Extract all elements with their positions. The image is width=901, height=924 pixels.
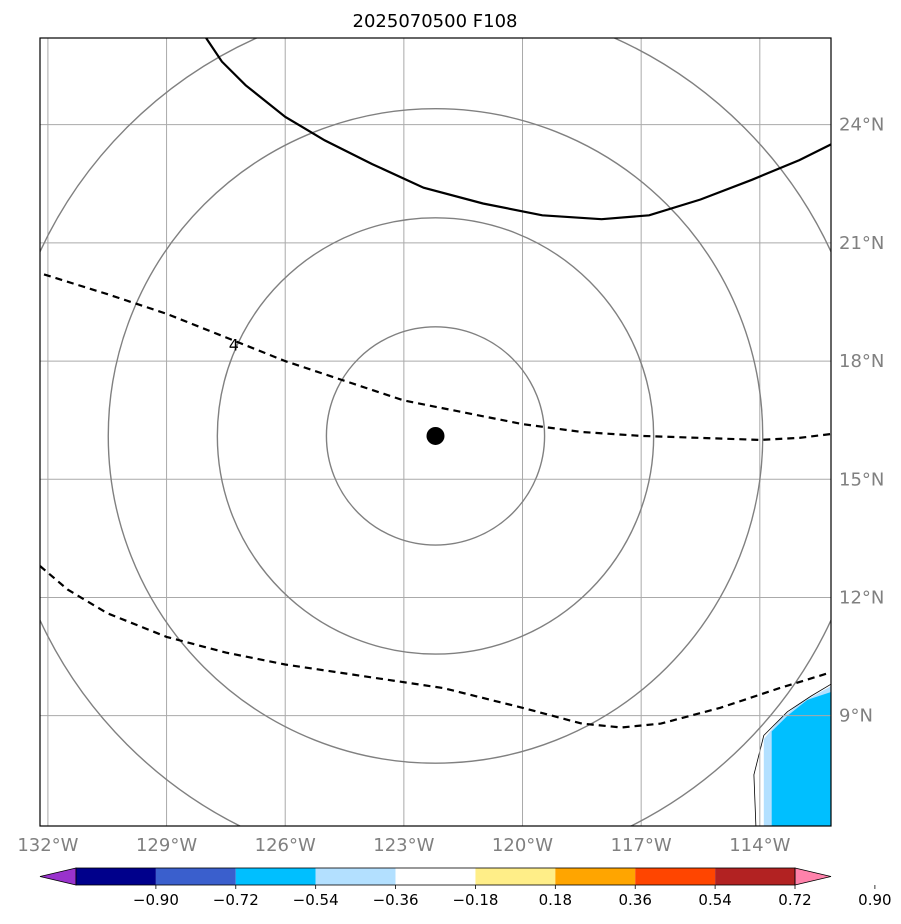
dashed-contour — [43, 273, 831, 442]
colorbar-frame — [75, 867, 796, 886]
colorbar-segment — [235, 868, 316, 885]
lat-tick-label: 12°N — [839, 587, 884, 608]
coastline — [753, 683, 831, 826]
range-ring — [107, 108, 764, 764]
colorbar-segment — [635, 868, 716, 885]
colorbar-segment — [155, 868, 236, 885]
contour-label: 4 — [229, 335, 239, 354]
solid-contour — [205, 38, 831, 221]
lat-tick-label: 21°N — [839, 233, 884, 254]
colorbar-tick-label: −0.72 — [213, 891, 259, 909]
lon-tick-label: 117°W — [611, 835, 672, 856]
lon-tick-label: 120°W — [492, 835, 553, 856]
shaded-region — [771, 692, 831, 826]
colorbar-tick-label: 0.18 — [539, 891, 572, 909]
lon-tick-label: 123°W — [373, 835, 434, 856]
lat-tick-label: 15°N — [839, 469, 884, 490]
lon-tick-label: 126°W — [255, 835, 316, 856]
colorbar-tick-label: 0.54 — [698, 891, 731, 909]
colorbar: −0.90 −0.72 −0.54 −0.36 −0.18 0.18 0.36 0.54 0.7… — [39, 867, 892, 909]
range-ring — [216, 217, 655, 655]
colorbar-segment — [555, 868, 636, 885]
dashed-contour — [40, 565, 831, 729]
colorbar-tick-label: −0.18 — [452, 891, 498, 909]
colorbar-segment — [475, 868, 556, 885]
colorbar-tick-label: −0.90 — [133, 891, 179, 909]
lat-tick-label: 24°N — [839, 115, 884, 136]
storm-center-marker — [426, 426, 445, 445]
lon-tick-label: 129°W — [136, 835, 197, 856]
chart-title: 2025070500 F108 — [353, 11, 518, 32]
lon-tick-label: 132°W — [17, 835, 78, 856]
colorbar-segment — [715, 868, 795, 885]
colorbar-tick-label: −0.54 — [293, 891, 339, 909]
colorbar-segment — [395, 868, 476, 885]
lon-tick-label: 114°W — [729, 835, 790, 856]
map-frame — [39, 37, 832, 827]
colorbar-tick-label: 0.72 — [778, 891, 811, 909]
colorbar-tick-label: −0.36 — [373, 891, 419, 909]
lat-tick-label: 9°N — [839, 706, 873, 727]
map-plot-area: 4 — [40, 38, 831, 826]
colorbar-tick-label: 0.90 — [858, 891, 891, 909]
colorbar-segment — [76, 868, 156, 885]
axis-labels: 24°N 21°N 18°N 15°N 12°N 9°N 132°W 129°W 126°W 12… — [17, 115, 884, 856]
range-ring — [325, 326, 546, 546]
lat-tick-label: 18°N — [839, 351, 884, 372]
colorbar-extend-low — [39, 867, 77, 886]
colorbar-segment — [315, 868, 396, 885]
colorbar-extend-high — [794, 867, 832, 886]
colorbar-tick-label: 0.36 — [619, 891, 652, 909]
